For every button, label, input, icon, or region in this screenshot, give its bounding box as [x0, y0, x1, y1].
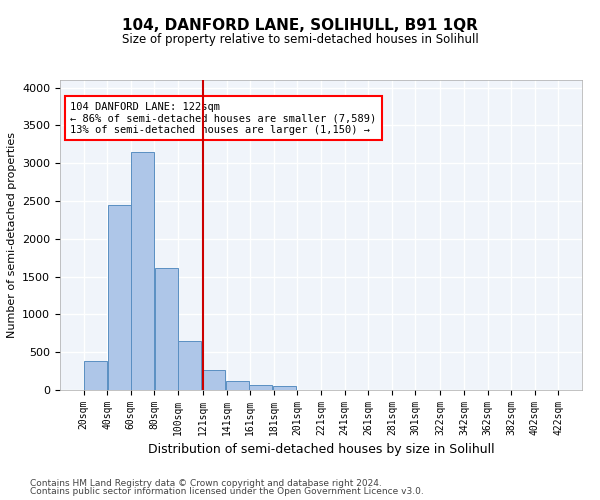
Bar — [131, 152, 154, 390]
Bar — [273, 386, 296, 390]
Bar — [226, 382, 248, 390]
Text: 104 DANFORD LANE: 122sqm
← 86% of semi-detached houses are smaller (7,589)
13% o: 104 DANFORD LANE: 122sqm ← 86% of semi-d… — [70, 102, 377, 135]
Bar — [107, 205, 131, 390]
Text: Size of property relative to semi-detached houses in Solihull: Size of property relative to semi-detach… — [122, 32, 478, 46]
X-axis label: Distribution of semi-detached houses by size in Solihull: Distribution of semi-detached houses by … — [148, 444, 494, 456]
Bar — [155, 268, 178, 390]
Bar — [249, 385, 272, 390]
Text: 104, DANFORD LANE, SOLIHULL, B91 1QR: 104, DANFORD LANE, SOLIHULL, B91 1QR — [122, 18, 478, 32]
Bar — [202, 370, 225, 390]
Text: Contains HM Land Registry data © Crown copyright and database right 2024.: Contains HM Land Registry data © Crown c… — [30, 478, 382, 488]
Text: Contains public sector information licensed under the Open Government Licence v3: Contains public sector information licen… — [30, 487, 424, 496]
Bar — [178, 341, 202, 390]
Y-axis label: Number of semi-detached properties: Number of semi-detached properties — [7, 132, 17, 338]
Bar — [84, 360, 107, 390]
